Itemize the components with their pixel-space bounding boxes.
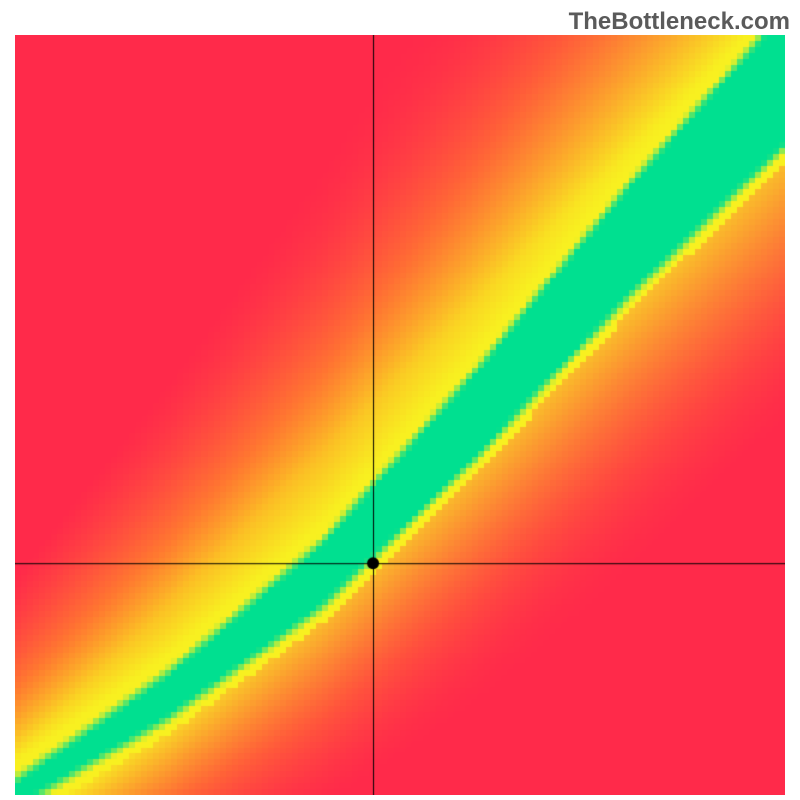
bottleneck-heatmap	[15, 35, 785, 795]
watermark-text: TheBottleneck.com	[569, 8, 790, 36]
